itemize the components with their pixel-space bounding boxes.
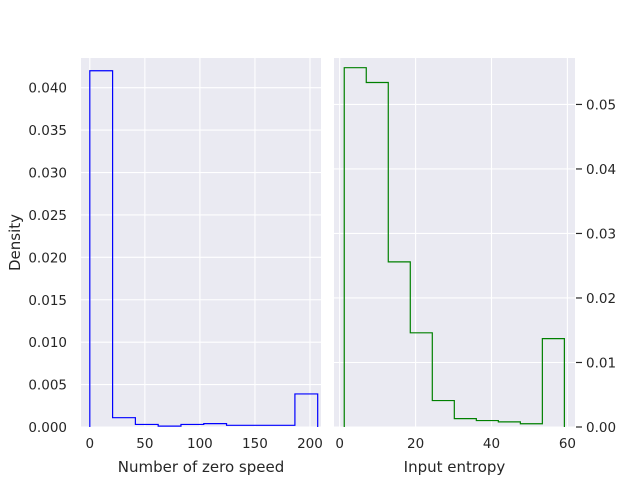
right-gridlines [334,58,575,428]
y-tick-label: 0.010 [28,335,67,351]
histogram-bin [476,421,498,427]
left-y-tick-labels: 0.000 0.005 0.010 0.015 0.020 0.025 0.030 0.035… [28,81,67,436]
left-histogram-steps [89,70,319,427]
x-tick-label: 150 [242,436,268,452]
right-histogram-steps [343,67,565,427]
histogram-bin [520,424,542,427]
right-histogram-panel: 0 20 40 60 0.00 0.01 0.02 0.03 0.04 0.05 Input e… [334,58,616,476]
histogram-bin [90,71,113,427]
left-x-axis-label: Number of zero speed [118,458,284,476]
y-tick-label: 0.01 [586,355,616,371]
histogram-bin [344,68,366,427]
histogram-bin [454,419,476,427]
left-plot-background [81,58,321,427]
y-tick-label: 0.035 [28,123,67,139]
histogram-bin [388,262,410,427]
x-tick-label: 100 [187,436,213,452]
left-x-tick-labels: 0 50 100 150 200 [86,436,323,452]
y-tick-label: 0.015 [28,293,67,309]
x-tick-label: 50 [136,436,153,452]
histogram-bin [498,422,520,427]
histogram-bin [113,418,136,427]
right-y-tick-labels: 0.00 0.01 0.02 0.03 0.04 0.05 [576,97,616,436]
histogram-bin [366,83,388,427]
left-gridlines [81,58,321,428]
histogram-bin [135,424,158,427]
histogram-bin [542,339,564,427]
y-tick-label: 0.000 [28,420,67,436]
histogram-bin [158,426,181,427]
y-tick-label: 0.025 [28,208,67,224]
x-tick-label: 20 [407,436,424,452]
left-histogram-panel: 0 50 100 150 200 0.0000.0050.0100.0150.0200.… [6,58,323,476]
y-tick-label: 0.02 [586,291,616,307]
y-tick-label: 0.020 [28,250,67,266]
histogram-bin [432,401,454,427]
histogram-bin [227,425,250,427]
x-tick-label: 0 [86,436,95,452]
y-tick-label: 0.04 [586,162,616,178]
x-tick-label: 0 [335,436,344,452]
histogram-bin [295,394,318,427]
histogram-bin [272,425,295,427]
histogram-bin [410,333,432,427]
histogram-bin [249,425,272,427]
y-tick-label: 0.00 [586,420,616,436]
x-tick-label: 200 [297,436,323,452]
right-x-tick-labels: 0 20 40 60 [335,436,576,452]
right-x-axis-label: Input entropy [404,458,506,476]
y-tick-label: 0.030 [28,166,67,182]
y-tick-label: 0.03 [586,226,616,242]
y-tick-label: 0.005 [28,378,67,394]
x-tick-label: 60 [559,436,576,452]
histogram-step-outline [343,67,565,427]
x-tick-label: 40 [483,436,500,452]
histogram-bin [204,424,227,427]
right-plot-background [334,58,575,427]
histogram-bin [181,424,204,427]
histogram-step-outline [89,70,319,427]
y-tick-label: 0.05 [586,97,616,113]
left-y-axis-label: Density [6,214,24,271]
y-tick-label: 0.040 [28,81,67,97]
